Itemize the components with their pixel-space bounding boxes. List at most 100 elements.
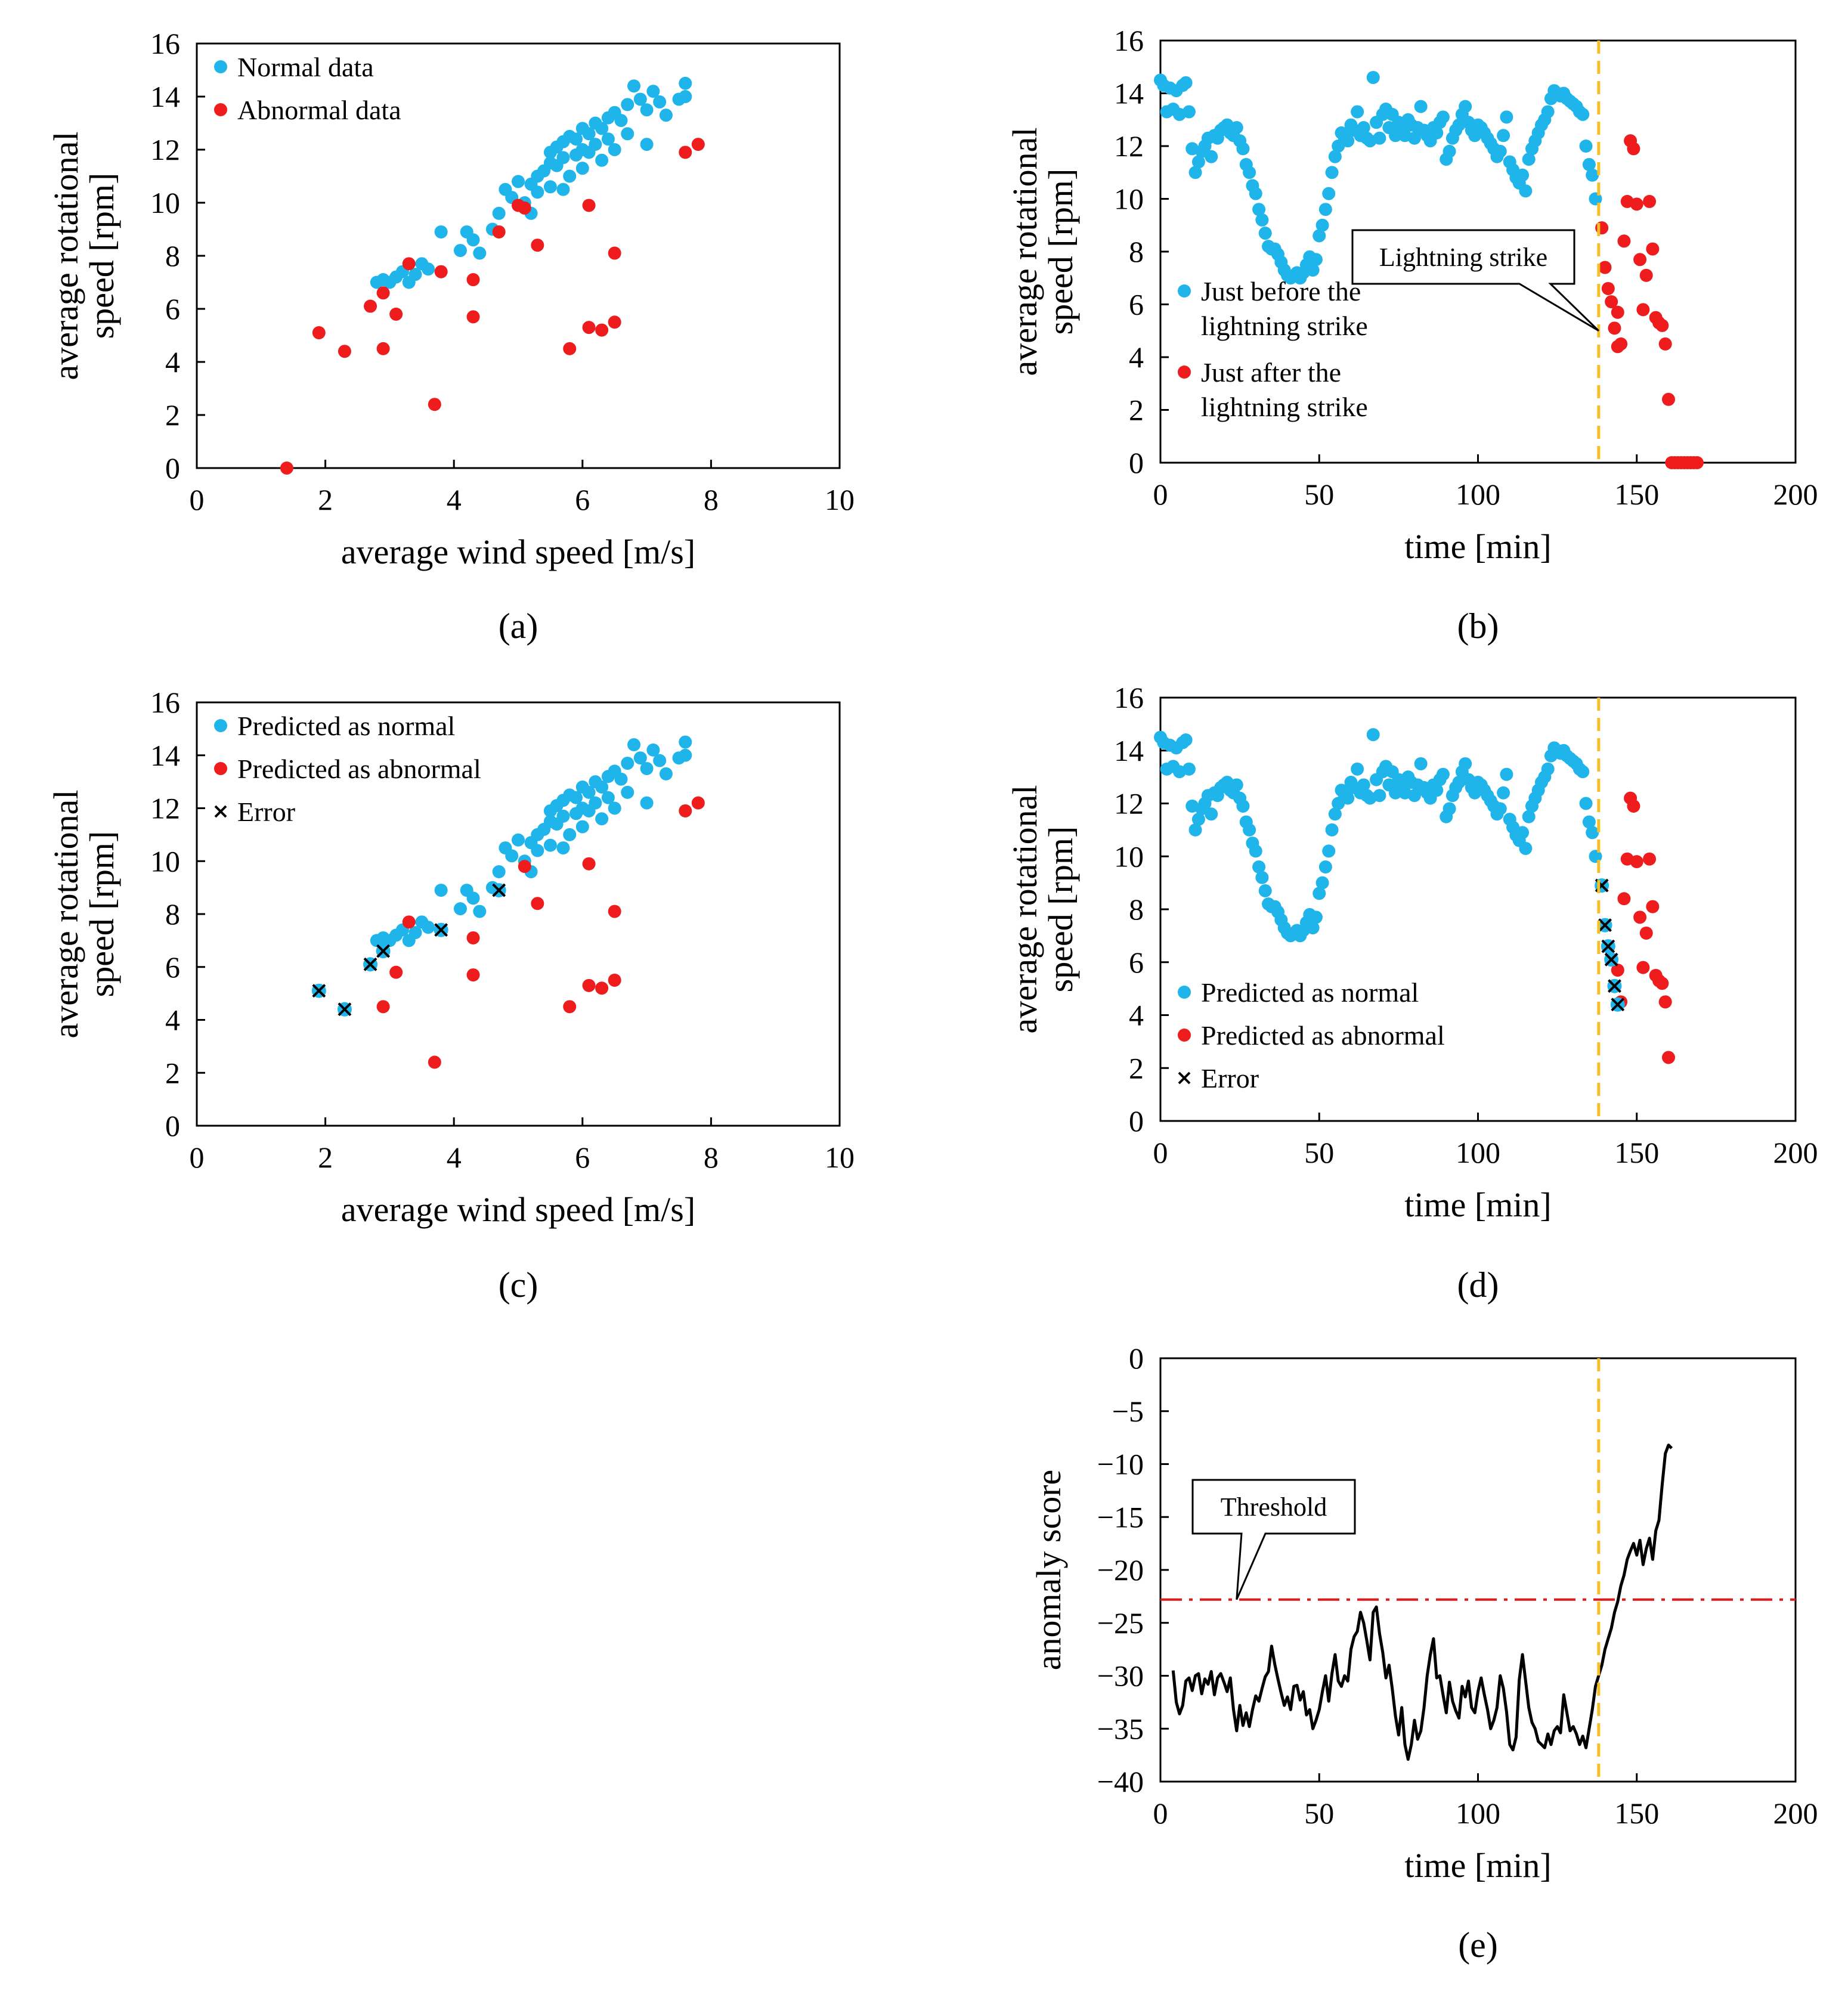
normal-point [640,761,654,775]
x-tick-label: 10 [825,483,855,516]
abnormal-point [1636,961,1650,974]
y-tick-label: 6 [1129,288,1144,321]
normal-point [1519,841,1533,855]
legend-entry: Predicted as abnormal [1178,1020,1445,1051]
abnormal-point [1617,234,1631,248]
normal-point [492,206,506,220]
normal-point [1236,799,1250,813]
y-tick-label: 2 [165,398,180,432]
normal-point [1357,778,1370,792]
normal-point [1541,105,1555,119]
abnormal-point [466,968,480,982]
abnormal-point [582,199,596,212]
y-tick-label: 10 [150,186,180,219]
normal-point [621,785,634,799]
error-point [1607,978,1622,993]
y-axis-title: average rotational [47,131,85,380]
abnormal-point [376,342,390,355]
normal-point [601,791,615,804]
svg-text:Predicted as abnormal: Predicted as abnormal [237,754,481,784]
error-point [363,957,378,972]
abnormal-point [434,265,448,278]
normal-point [1436,110,1450,124]
x-tick-label: 150 [1614,478,1659,511]
y-axis-title: speed [rpm] [82,173,121,339]
y-tick-label: 14 [150,739,180,772]
series-line [1171,1444,1673,1761]
normal-point [1258,227,1272,240]
normal-point [646,85,660,98]
normal-point [543,814,557,828]
abnormal-point [1611,305,1624,319]
svg-text:Predicted as abnormal: Predicted as abnormal [1201,1020,1445,1051]
x-tick-label: 50 [1304,1797,1334,1830]
normal-point [434,225,448,239]
abnormal-point [691,796,705,810]
panel-e: 0 50 100 150 200 0 −5 −10 −15 −20 −25 −30 −35 −40 time… [1029,1342,1818,1965]
normal-point [1497,129,1510,143]
x-tick-label: 200 [1773,1797,1818,1830]
normal-point [466,891,480,905]
y-axis-title: average rotational [47,789,85,1038]
y-axis-title: average rotational [1005,785,1044,1033]
y-axis-title: average rotational [1005,127,1044,376]
normal-point [1322,187,1336,200]
normal-point [453,902,467,916]
abnormal-point [1617,892,1631,906]
legend-entry: Abnormal data [214,95,401,125]
panel-c: 0 2 4 6 8 10 0 2 4 6 8 10 12 14 16 average wind speed [… [47,686,855,1305]
normal-point [556,841,570,855]
normal-point [1576,107,1590,121]
normal-point [679,90,692,103]
normal-point [1341,791,1355,805]
normal-point [1579,140,1593,153]
x-tick-label: 50 [1304,478,1334,511]
normal-point [595,780,609,794]
normal-point [1459,757,1472,770]
abnormal-point [1655,318,1669,332]
y-tick-label: 10 [1114,182,1144,216]
abnormal-point [376,1000,390,1014]
normal-point [1430,126,1444,140]
x-tick-label: 100 [1456,478,1500,511]
y-axis-title: speed [rpm] [82,831,121,998]
x-tick-label: 50 [1304,1136,1334,1169]
legend-entry: Normal data [214,52,374,82]
normal-point [466,233,480,247]
panel-label: (e) [1458,1925,1498,1965]
panel-label: (c) [499,1265,538,1305]
abnormal-point [402,915,416,929]
panel-label: (d) [1457,1265,1499,1305]
normal-point [1252,860,1266,874]
normal-point [1318,860,1332,874]
x-tick-label: 8 [704,483,719,516]
normal-point [1191,155,1205,169]
y-tick-label: 12 [150,133,180,166]
svg-text:Just after the: Just after the [1201,357,1341,388]
y-tick-label: 14 [1114,77,1144,110]
legend-entry: Predicted as normal [214,711,455,741]
abnormal-point [1598,261,1612,274]
normal-point [1243,166,1256,179]
normal-point [1582,157,1596,171]
normal-point [646,743,660,757]
abnormal-point [1646,242,1660,256]
x-tick-label: 200 [1773,1136,1818,1169]
x-tick-label: 6 [575,483,590,516]
normal-point [1313,887,1326,900]
normal-point [1586,168,1599,182]
y-tick-label: −40 [1097,1765,1144,1798]
normal-point [601,132,615,146]
panel-label: (b) [1457,606,1499,646]
error-point [491,883,506,898]
normal-point [1315,218,1329,232]
normal-point [543,180,557,194]
normal-point [1255,213,1269,227]
normal-point [1306,921,1320,935]
normal-point [1188,823,1202,837]
normal-point [1586,826,1599,840]
error-point [337,1002,352,1017]
abnormal-point [428,398,441,411]
abnormal-point [312,326,326,340]
